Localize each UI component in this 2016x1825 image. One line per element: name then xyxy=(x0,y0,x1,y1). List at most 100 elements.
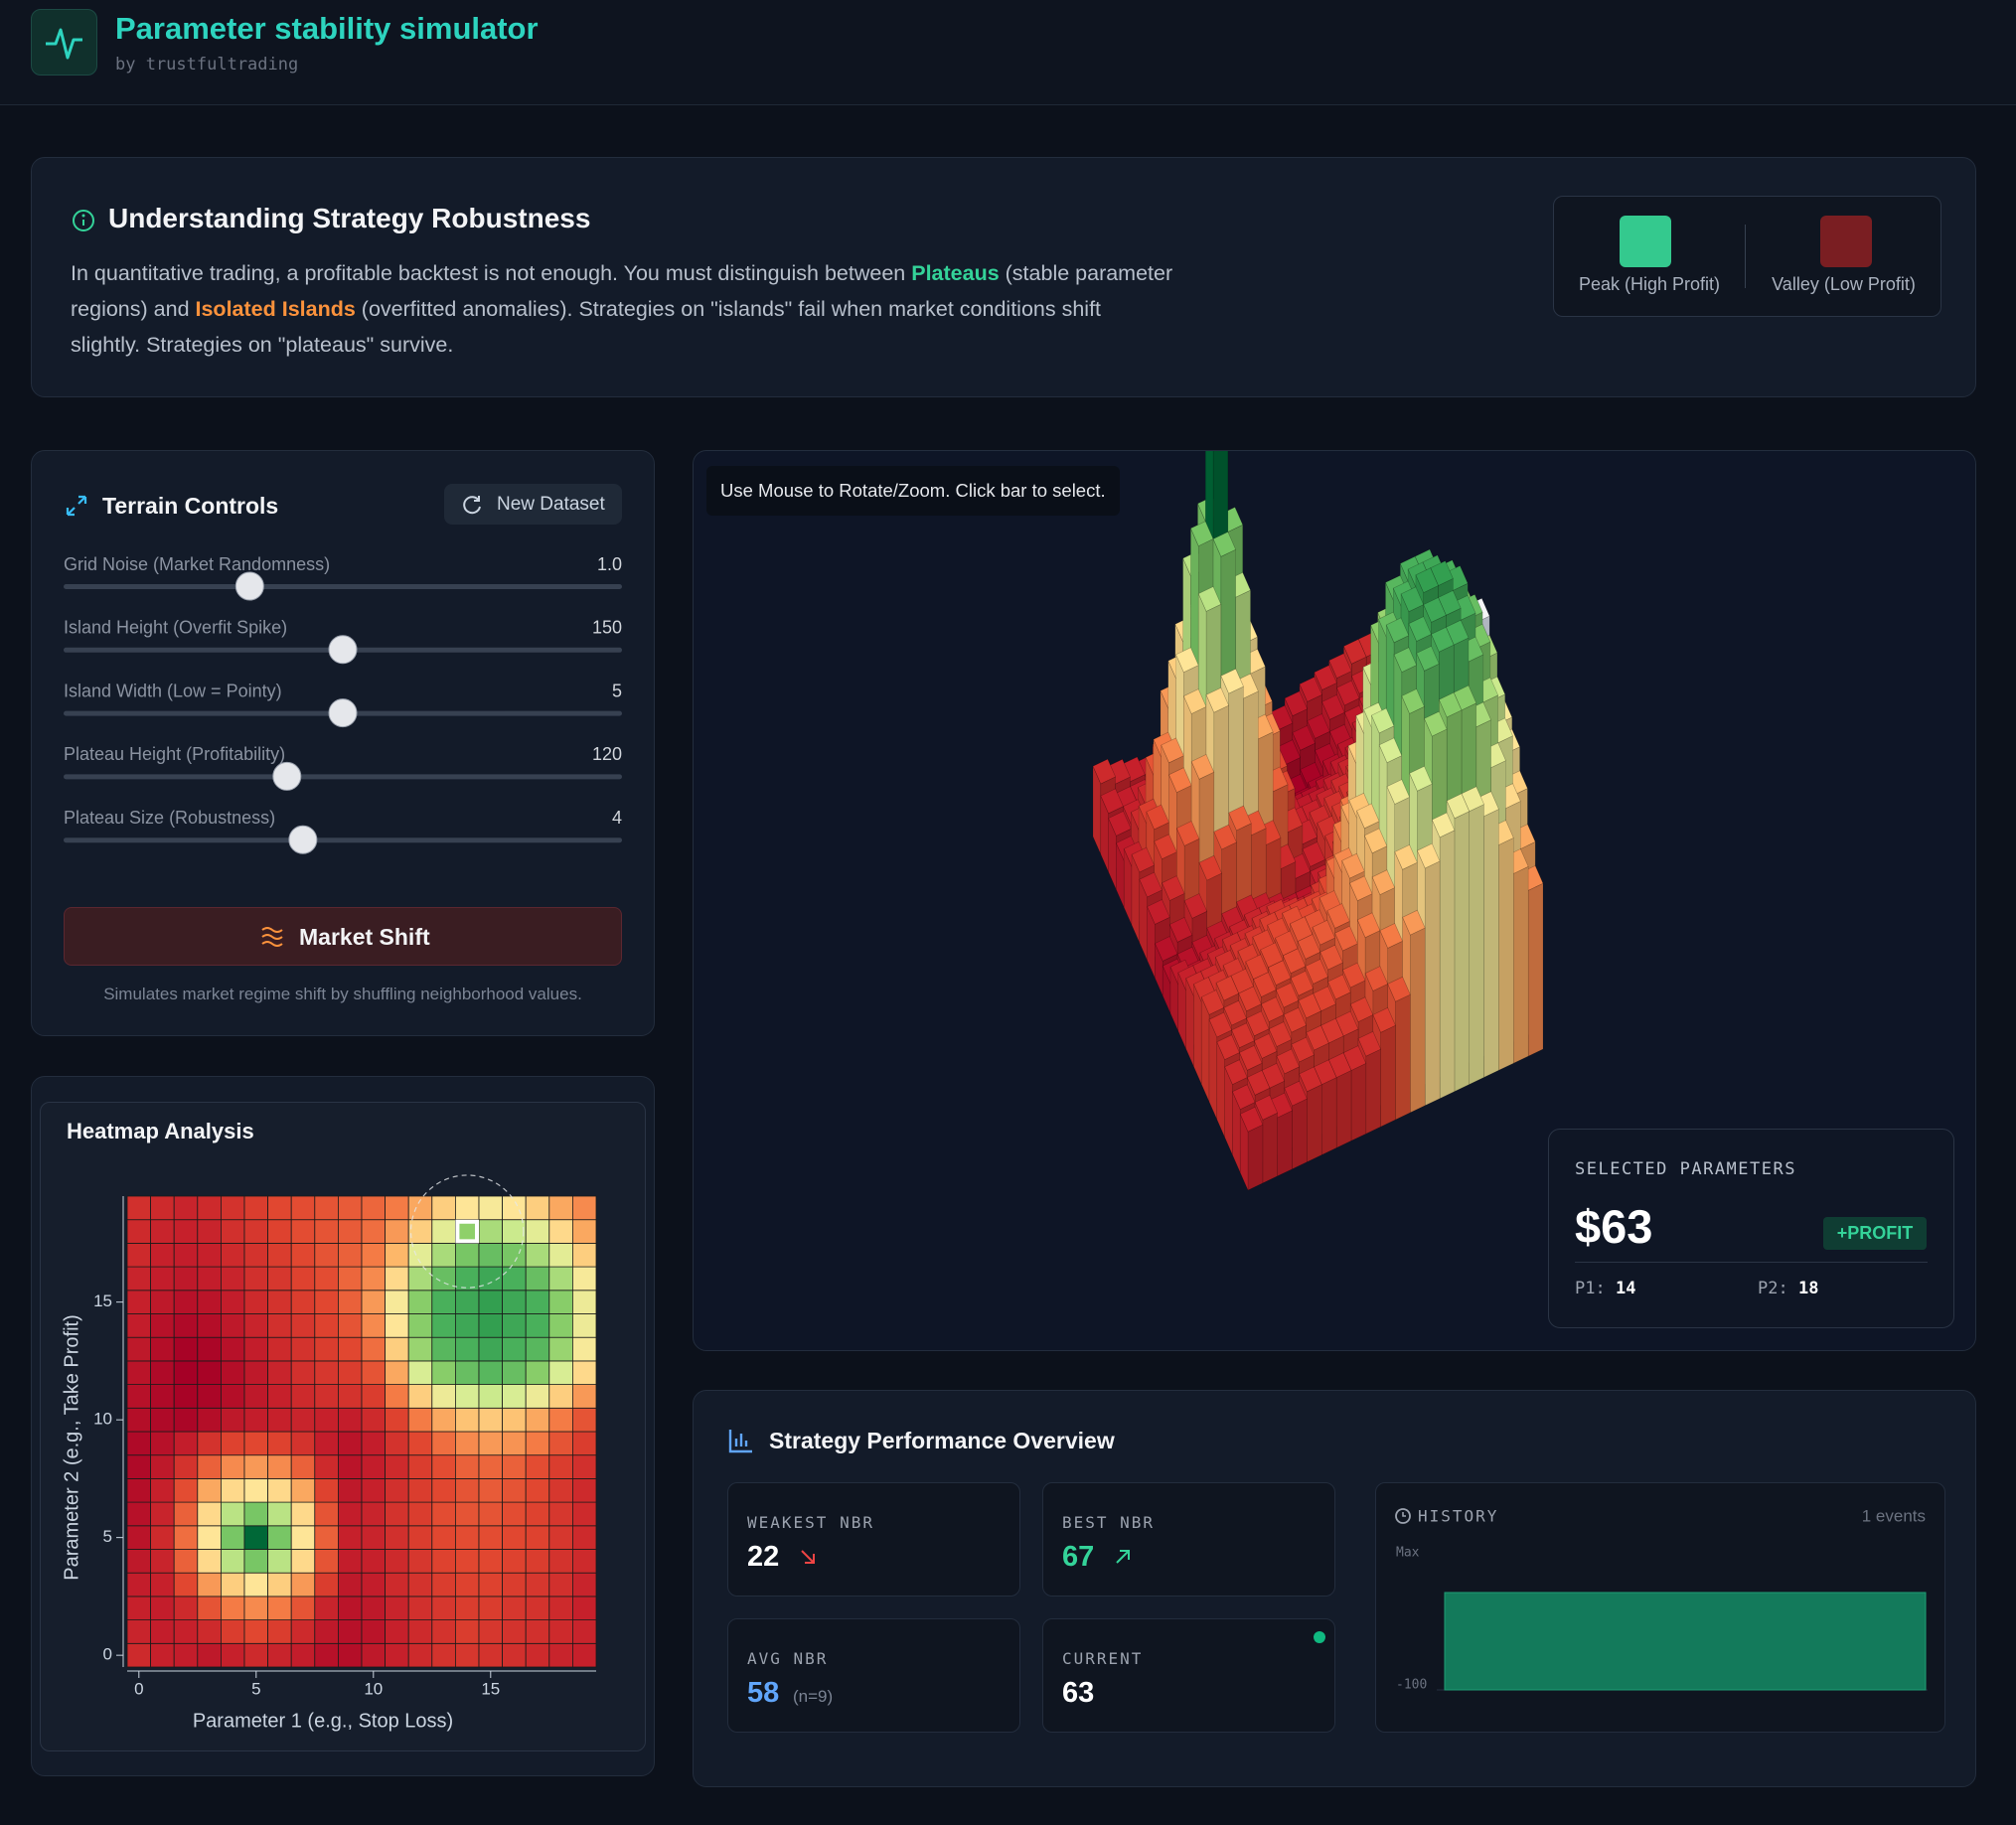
bar-top[interactable] xyxy=(1364,966,1389,991)
bar-top[interactable] xyxy=(1438,691,1463,718)
bar-top[interactable] xyxy=(1146,804,1169,831)
bar-top[interactable] xyxy=(1215,975,1240,1001)
bar-top[interactable] xyxy=(1299,1066,1322,1093)
bar-top[interactable] xyxy=(1284,1080,1308,1107)
bar-top[interactable] xyxy=(1394,843,1418,870)
market-shift-button[interactable]: Market Shift xyxy=(64,907,622,966)
bar-top[interactable] xyxy=(1228,805,1252,832)
bar-top[interactable] xyxy=(1357,1030,1382,1057)
bar-top[interactable] xyxy=(1283,1006,1308,1033)
bar-top[interactable] xyxy=(1306,1024,1329,1051)
bar-top[interactable] xyxy=(1162,875,1185,901)
bar-top[interactable] xyxy=(1336,680,1360,706)
slider-thumb[interactable] xyxy=(234,571,264,601)
bar-top[interactable] xyxy=(1147,899,1170,925)
bar-top[interactable] xyxy=(1415,567,1439,594)
bar-top[interactable] xyxy=(1108,811,1132,836)
bar-top[interactable] xyxy=(1183,893,1208,919)
bar-top[interactable] xyxy=(1445,619,1470,646)
bar-top[interactable] xyxy=(1431,812,1456,838)
bar-top[interactable] xyxy=(1409,765,1433,792)
bar-top[interactable] xyxy=(1431,626,1455,653)
bar-top[interactable] xyxy=(1424,710,1448,737)
bar-top[interactable] xyxy=(1356,912,1381,939)
bar-top[interactable] xyxy=(1246,1010,1270,1037)
bar-top[interactable] xyxy=(1182,688,1207,714)
bar-top[interactable] xyxy=(1139,871,1163,898)
bar-top[interactable] xyxy=(1385,617,1410,644)
bar-top[interactable] xyxy=(1321,693,1345,720)
bar-top[interactable] xyxy=(1349,996,1374,1023)
bar-top[interactable] xyxy=(1253,972,1277,997)
bar-top[interactable] xyxy=(1349,875,1373,902)
bar-top[interactable] xyxy=(1327,974,1351,1000)
bar-top[interactable] xyxy=(1216,1034,1240,1061)
bar-top[interactable] xyxy=(1197,586,1222,612)
bar-top[interactable] xyxy=(1298,992,1321,1019)
bar-top[interactable] xyxy=(1291,1036,1315,1063)
slider-thumb[interactable] xyxy=(272,761,302,791)
bar-top[interactable] xyxy=(1155,936,1178,962)
bar-top[interactable] xyxy=(1238,986,1262,1012)
bar-top[interactable] xyxy=(1232,1084,1256,1111)
bar-top[interactable] xyxy=(1334,1010,1359,1037)
bar-top[interactable] xyxy=(1223,999,1247,1026)
bar-top[interactable] xyxy=(1307,713,1330,739)
bar-top[interactable] xyxy=(1302,841,1325,867)
bar-top[interactable] xyxy=(1312,919,1335,946)
bar-top[interactable] xyxy=(1446,793,1471,820)
bar-top[interactable] xyxy=(1342,962,1366,989)
bar-top[interactable] xyxy=(1319,944,1343,971)
bar-top[interactable] xyxy=(1292,724,1316,751)
bar-top[interactable] xyxy=(1371,869,1396,896)
bar-top[interactable] xyxy=(1220,668,1244,694)
bar-top[interactable] xyxy=(1341,852,1365,879)
bar-top[interactable] xyxy=(1363,828,1388,854)
bar-top[interactable] xyxy=(1356,803,1380,830)
bar-top[interactable] xyxy=(1276,1048,1300,1075)
bar-top[interactable] xyxy=(1275,930,1299,957)
bar-top[interactable] xyxy=(1282,948,1307,975)
bar-top[interactable] xyxy=(1284,690,1309,717)
bar-top[interactable] xyxy=(1168,767,1192,794)
slider-thumb[interactable] xyxy=(328,635,358,665)
new-dataset-button[interactable]: New Dataset xyxy=(444,484,622,525)
bar-top[interactable] xyxy=(1378,737,1403,764)
bar-top[interactable] xyxy=(1417,842,1441,869)
bar-top[interactable] xyxy=(1154,834,1177,860)
bar-top[interactable] xyxy=(1246,1069,1271,1096)
bar-top[interactable] xyxy=(1260,942,1284,969)
bar-top[interactable] xyxy=(1305,959,1328,985)
bar-top[interactable] xyxy=(1299,677,1322,702)
bar-top[interactable] xyxy=(1408,616,1432,642)
bar-top[interactable] xyxy=(1100,788,1124,815)
bar-top[interactable] xyxy=(1168,916,1193,943)
bar-top[interactable] xyxy=(1161,737,1184,764)
bar-top[interactable] xyxy=(1092,758,1117,785)
bar-top[interactable] xyxy=(1213,824,1237,850)
bar-top[interactable] xyxy=(1379,923,1403,949)
slider-thumb[interactable] xyxy=(288,825,318,854)
bar-top[interactable] xyxy=(1401,688,1425,714)
bar-top[interactable] xyxy=(1131,846,1156,873)
bar-top[interactable] xyxy=(1275,982,1300,1008)
bar-top[interactable] xyxy=(1260,996,1285,1022)
bar-top[interactable] xyxy=(1387,976,1411,1002)
bar-top[interactable] xyxy=(1393,647,1418,674)
bar-top[interactable] xyxy=(1239,1106,1264,1133)
bar-top[interactable] xyxy=(1212,531,1237,557)
bar-top[interactable] xyxy=(1334,925,1358,952)
bar-top[interactable] xyxy=(1253,1033,1278,1059)
bar-top[interactable] xyxy=(1314,665,1337,690)
bar-top[interactable] xyxy=(1423,597,1447,623)
bar-top[interactable] xyxy=(1343,638,1367,665)
bar-top[interactable] xyxy=(1416,645,1440,672)
bar-top[interactable] xyxy=(1239,1044,1263,1071)
bar-top[interactable] xyxy=(1190,521,1214,547)
bar-top[interactable] xyxy=(1400,586,1425,613)
bar-top[interactable] xyxy=(1268,1021,1293,1047)
bar-top[interactable] xyxy=(1198,854,1222,881)
bar-top[interactable] xyxy=(1370,707,1395,734)
bar-top[interactable] xyxy=(1175,821,1200,846)
slider-thumb[interactable] xyxy=(328,698,358,728)
